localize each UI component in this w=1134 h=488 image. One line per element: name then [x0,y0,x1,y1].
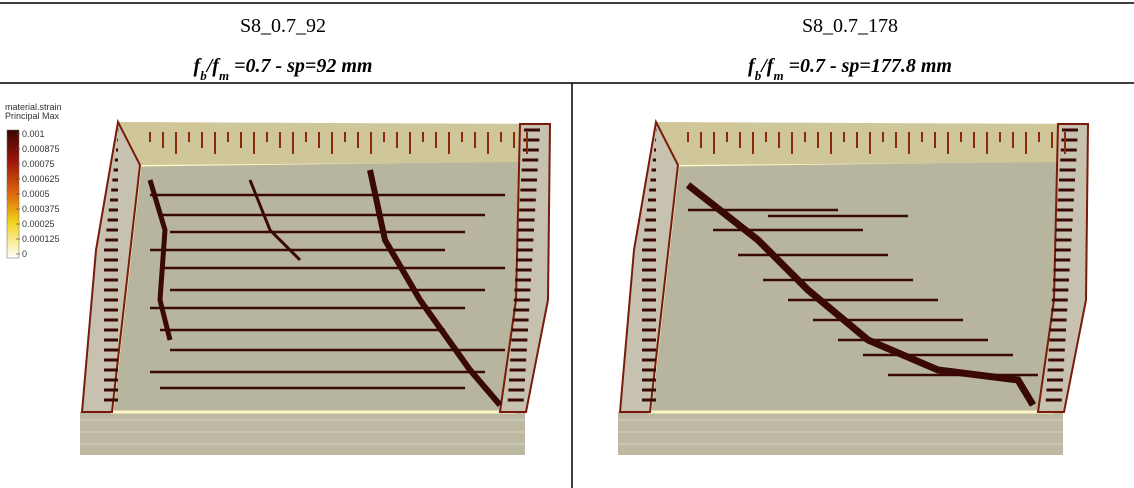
subscript: m [219,68,229,83]
wall-image [618,118,1090,455]
legend-label: 0.000125 [22,234,60,244]
wall-image [80,118,552,455]
legend-label: 0.0005 [22,189,50,199]
text-part: =0.7 - sp=92 mm [229,55,372,77]
legend-label: 0.001 [22,129,45,139]
legend-label: 0 [22,249,27,259]
legend-label: 0.000625 [22,174,60,184]
base-beam [618,412,1063,455]
text-part: f [212,55,221,77]
subscript: m [773,68,783,83]
legend-label: 0.000375 [22,204,60,214]
legend-title: Principal Max [5,111,60,121]
left-column [80,118,142,413]
diagonal-crack [367,169,503,407]
subscript: b [755,68,762,83]
top-beam [656,122,1088,165]
legend-label: 0.000875 [22,144,60,154]
infill [110,158,522,414]
subscript: b [200,68,207,83]
text-part: f [767,55,776,77]
column-subheader: fb/fm =0.7 - sp=92 mm [194,55,373,83]
left-column [618,118,680,413]
column-subheader: fb/fm =0.7 - sp=177.8 mm [748,55,952,83]
diagonal-crack [685,182,1037,407]
column-header: S8_0.7_92 [240,15,326,37]
text-part: f [748,55,757,77]
text-part: / [205,55,215,77]
column-header: S8_0.7_178 [802,15,898,37]
legend-label: 0.00075 [22,159,55,169]
text-part: =0.7 - sp=177.8 mm [784,55,952,77]
text-part: f [194,55,203,77]
top-beam [118,122,550,165]
text-part: / [759,55,769,77]
diagonal-crack [147,179,173,341]
fe-images [80,118,1090,455]
legend-title: material.strain [5,102,62,112]
legend-label: 0.00025 [22,219,55,229]
base-beam [80,412,525,455]
diagonal-crack [248,179,302,262]
